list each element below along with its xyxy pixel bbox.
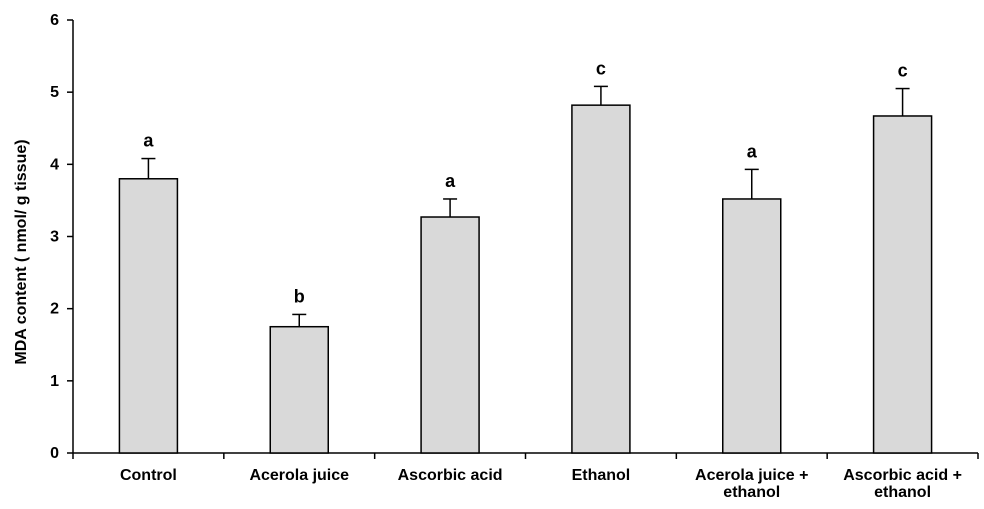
category-label: Ethanol [572,467,631,484]
y-axis-title: MDA content ( nmol/ g tissue) [13,139,30,364]
y-tick-label: 6 [50,12,59,29]
y-tick-label: 5 [50,84,59,101]
category-label-line: Ascorbic acid [398,467,503,484]
significance-letter: c [596,58,606,78]
category-label: Control [120,467,177,484]
y-tick-label: 4 [50,156,59,173]
y-tick-label: 3 [50,229,59,246]
category-label-line: Ethanol [572,467,631,484]
bar [722,198,782,454]
bar [571,104,631,454]
significance-letter: a [747,141,758,161]
category-label-line: Acerola juice [249,467,349,484]
bar [269,325,329,454]
y-tick-label: 2 [50,301,59,318]
bar [420,216,480,454]
category-label: Ascorbic acid [398,467,503,484]
bar [118,178,179,454]
y-tick-label: 0 [50,445,59,462]
category-label-line: Control [120,467,177,484]
labels: 0 1 2 3 4 5 6 a Control b Acerola juice a Ascorbic a… [50,12,962,501]
category-label-line: ethanol [723,484,780,501]
category-label: Acerola juice [249,467,349,484]
bar [872,115,933,454]
significance-letter: b [294,286,305,306]
significance-letter: a [445,171,456,191]
category-label-line: ethanol [874,484,931,501]
category-label-line: Acerola juice + [695,467,808,484]
category-label-line: Ascorbic acid + [843,467,962,484]
significance-letter: a [143,131,154,151]
y-tick-label: 1 [50,373,59,390]
bars [118,85,933,454]
axes [67,19,979,459]
category-label: Acerola juice + ethanol [695,467,808,501]
significance-letter: c [898,61,908,81]
category-label: Ascorbic acid + ethanol [843,467,962,501]
